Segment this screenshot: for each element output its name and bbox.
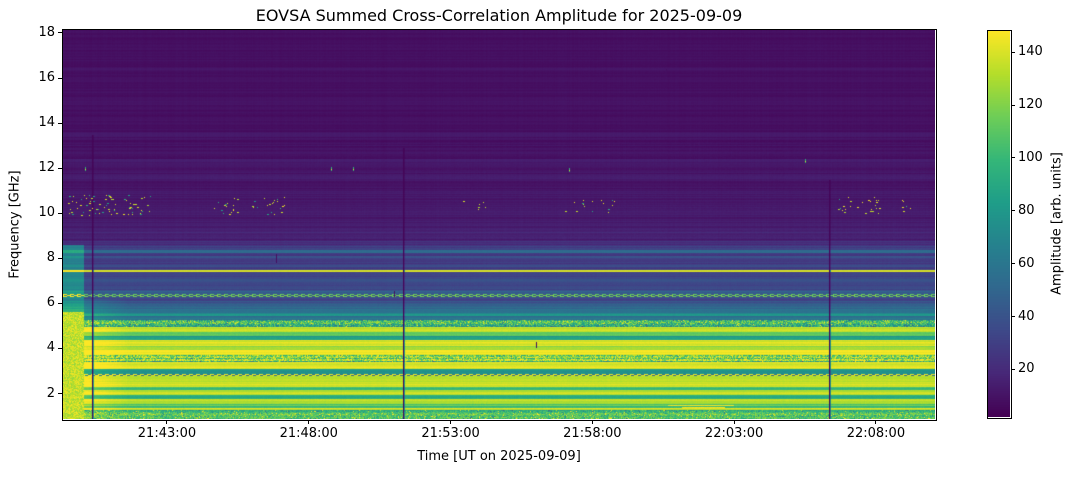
x-tick-label: 22:08:00: [846, 426, 906, 441]
y-tick-mark: [58, 302, 62, 304]
y-tick-label: 10: [38, 205, 55, 221]
colorbar-tick-mark: [1011, 157, 1015, 159]
x-tick-mark: [450, 420, 452, 424]
x-tick-mark: [875, 420, 877, 424]
colorbar-label: Amplitude [arb. units]: [1049, 152, 1065, 295]
x-axis-label: Time [UT on 2025-09-09]: [417, 449, 581, 464]
x-tick-label: 21:58:00: [563, 426, 622, 441]
y-tick-mark: [58, 32, 62, 34]
y-tick-mark: [58, 122, 62, 124]
y-tick-label: 6: [46, 295, 55, 311]
colorbar-tick-mark: [1011, 51, 1015, 53]
chart-title: EOVSA Summed Cross-Correlation Amplitude…: [255, 6, 743, 25]
x-tick-label: 21:53:00: [421, 426, 480, 441]
colorbar-tick-label: 20: [1018, 361, 1035, 377]
y-tick-mark: [58, 257, 62, 259]
colorbar-tick-mark: [1011, 104, 1015, 106]
y-tick-mark: [58, 347, 62, 349]
colorbar-tick-mark: [1011, 316, 1015, 318]
y-tick-label: 14: [38, 115, 55, 131]
y-tick-label: 8: [46, 250, 55, 266]
y-tick-mark: [58, 393, 62, 395]
x-tick-label: 21:48:00: [279, 426, 338, 441]
x-tick-mark: [166, 420, 168, 424]
y-tick-label: 12: [38, 160, 55, 176]
y-tick-mark: [58, 167, 62, 169]
x-tick-mark: [591, 420, 593, 424]
y-tick-label: 18: [38, 24, 55, 40]
y-tick-mark: [58, 77, 62, 79]
y-tick-label: 16: [38, 70, 55, 85]
colorbar-tick-label: 80: [1018, 202, 1035, 218]
y-tick-mark: [58, 212, 62, 214]
colorbar-gradient: [988, 31, 1010, 417]
x-tick-label: 21:43:00: [137, 426, 197, 441]
colorbar-tick-mark: [1011, 368, 1015, 370]
y-tick-label: 4: [46, 340, 55, 356]
colorbar-tick-mark: [1011, 263, 1015, 265]
colorbar-tick-label: 140: [1018, 44, 1043, 60]
x-tick-label: 22:03:00: [704, 426, 764, 441]
x-tick-mark: [308, 420, 310, 424]
colorbar-tick-label: 120: [1018, 97, 1043, 113]
colorbar-tick-label: 40: [1018, 308, 1035, 324]
colorbar-tick-label: 60: [1018, 255, 1035, 271]
colorbar-tick-mark: [1011, 210, 1015, 212]
y-tick-label: 2: [46, 385, 55, 401]
x-tick-mark: [733, 420, 735, 424]
spectrogram-canvas: [63, 30, 935, 419]
colorbar-tick-label: 100: [1018, 149, 1043, 165]
